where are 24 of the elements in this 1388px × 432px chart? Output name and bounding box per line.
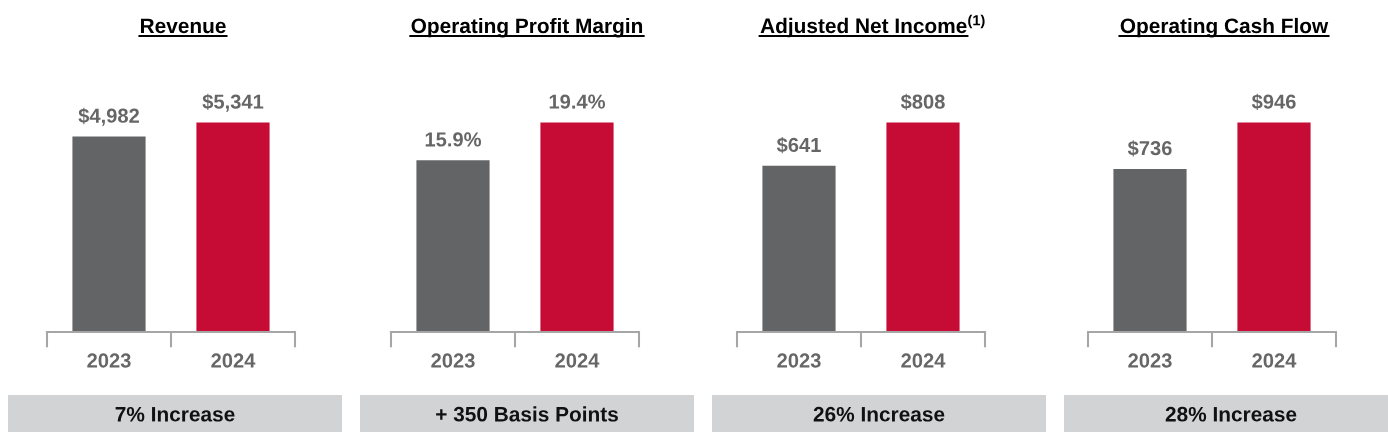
text: + 350 Basis Points (436, 406, 618, 422)
text: 7% Increase (115, 406, 235, 422)
chart-title: Adjusted Net Income$^{(1)}$ (760, 14, 985, 38)
data-label: 15.9% (425, 132, 482, 147)
chart-title: Operating Profit Margin (411, 17, 643, 38)
text: 28% Increase (1165, 406, 1297, 422)
chart-title: Operating Cash Flow (1120, 17, 1329, 38)
text: 26% Increase (813, 406, 945, 422)
data-label: 19.4% (549, 94, 606, 109)
chart-title: Revenue (140, 18, 226, 34)
data-label: $4,982 (78, 107, 139, 126)
data-label: $946 (1251, 93, 1296, 111)
data-label: $808 (900, 93, 945, 111)
data-label: $641 (776, 136, 821, 154)
x-tick-label: 2023 (87, 353, 131, 368)
data-label: $736 (1127, 140, 1172, 157)
x-tick-label: 2024 (211, 353, 256, 368)
x-tick-label: 2024 (555, 353, 600, 368)
x-tick-label: 2024 (1252, 353, 1297, 368)
x-tick-label: 2023 (1128, 353, 1172, 368)
x-tick-label: 2023 (777, 353, 821, 368)
x-tick-label: 2024 (901, 353, 946, 368)
data-label: $5,341 (202, 93, 264, 112)
x-tick-label: 2023 (431, 353, 475, 368)
